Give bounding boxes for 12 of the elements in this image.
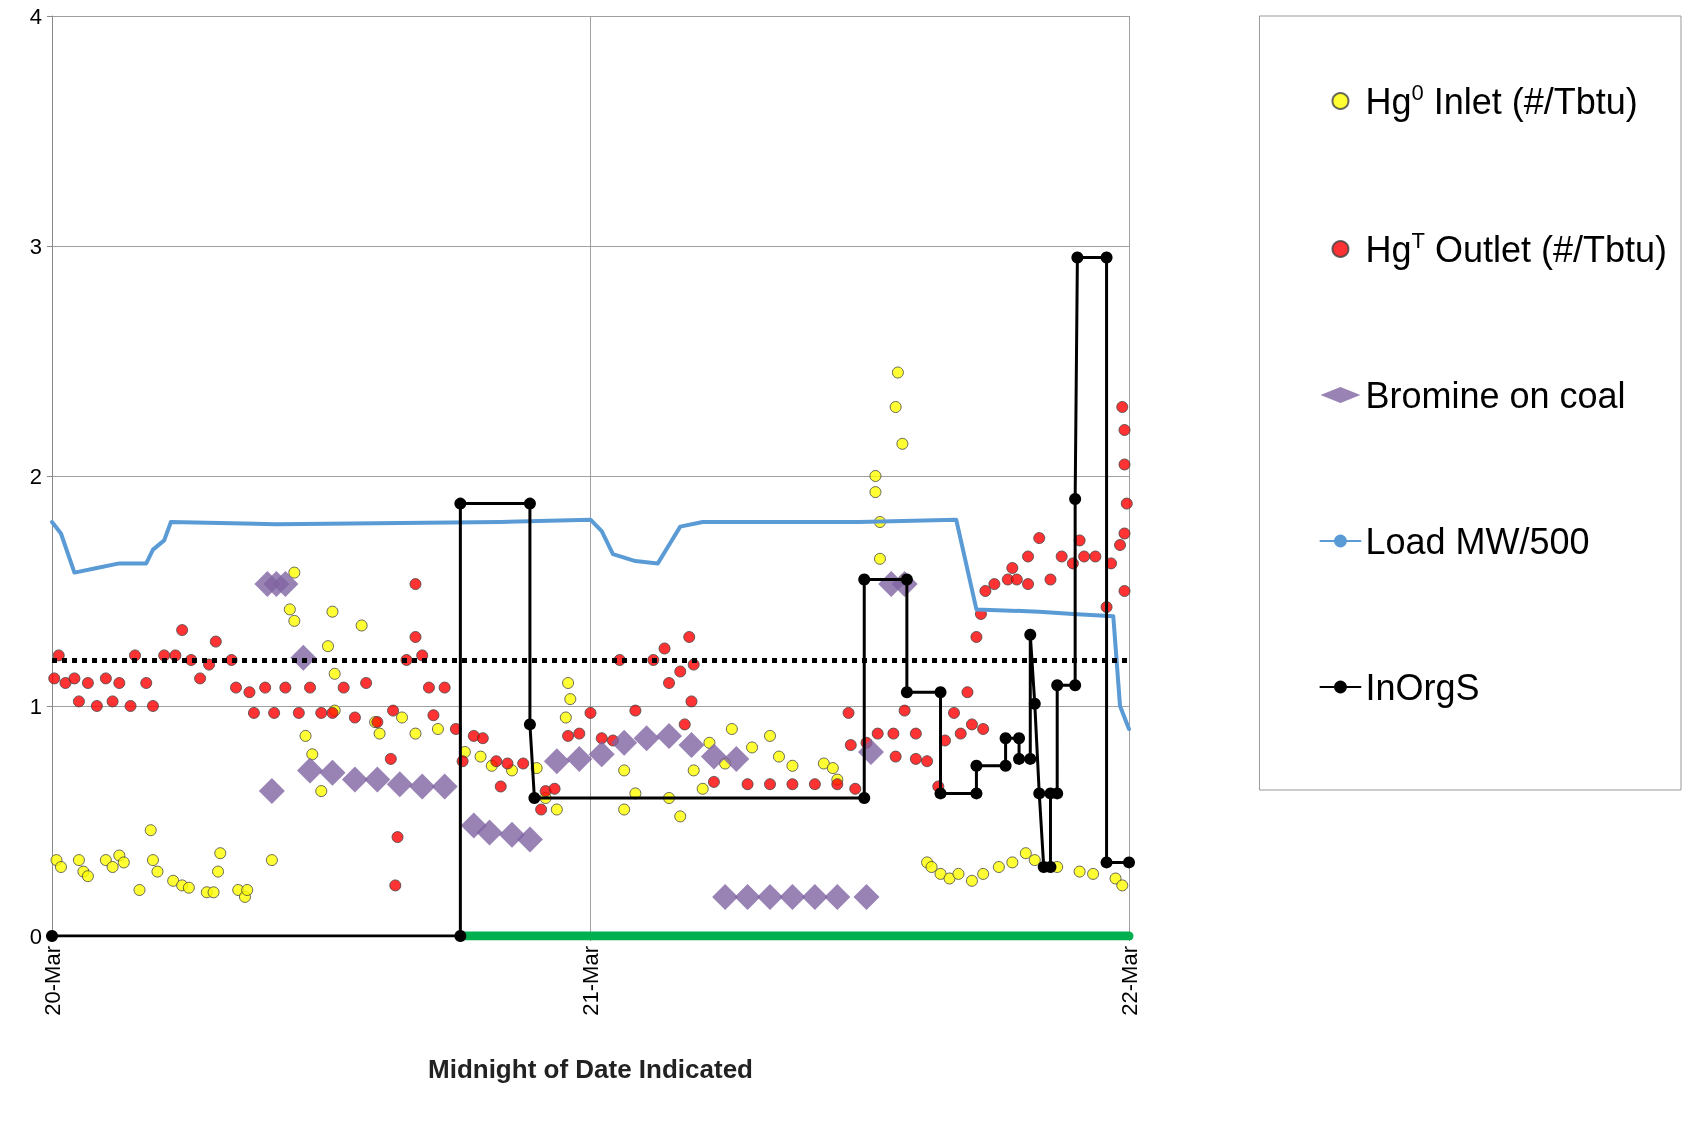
x-tick-label: 21-Mar (578, 946, 603, 1016)
legend-label: Bromine on coal (1365, 374, 1626, 416)
legend-label: Load MW/500 (1365, 520, 1590, 562)
x-axis-title: Midnight of Date Indicated (428, 1054, 753, 1084)
x-tick-label: 22-Mar (1116, 946, 1142, 1016)
y-tick-label: 2 (29, 463, 42, 489)
y-tick-label: 0 (29, 923, 42, 949)
legend-label: InOrgS (1365, 666, 1480, 708)
x-tick-label: 20-Mar (39, 946, 65, 1016)
y-tick-label: 3 (29, 233, 42, 259)
y-tick-label: 1 (29, 693, 42, 719)
y-tick-label: 4 (29, 3, 42, 29)
